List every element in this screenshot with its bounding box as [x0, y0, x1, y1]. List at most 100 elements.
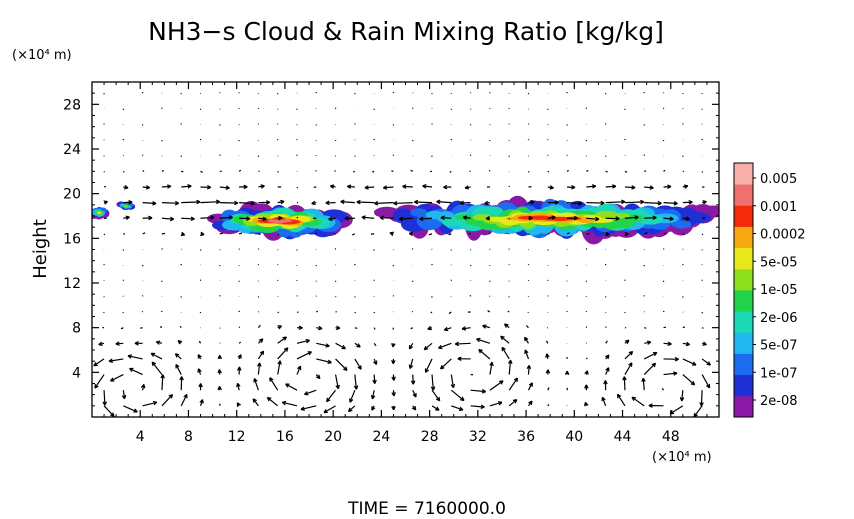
wind-vector [663, 169, 666, 172]
wind-vector [500, 335, 510, 344]
wind-vector [605, 367, 610, 375]
wind-vector [701, 233, 704, 236]
wind-vector [252, 398, 259, 407]
wind-vector [440, 215, 452, 221]
wind-vector [524, 349, 530, 360]
cloud-patch [99, 211, 102, 214]
wind-vector [437, 342, 452, 350]
wind-vector [586, 184, 597, 189]
wind-vector [644, 185, 654, 190]
wind-vector [361, 215, 375, 220]
wind-vector [624, 362, 633, 375]
wind-vector [238, 326, 241, 329]
wind-vector [644, 327, 647, 329]
wind-vector [354, 342, 361, 348]
wind-vector [398, 216, 413, 222]
wind-vector [547, 170, 550, 173]
wind-vector [239, 201, 255, 206]
wind-vector [488, 169, 491, 172]
wind-vector [161, 393, 174, 407]
wind-vector [489, 380, 504, 391]
wind-vector [335, 358, 348, 372]
wind-vector [586, 216, 600, 222]
wind-vector [525, 325, 529, 329]
wind-vector [315, 374, 321, 380]
colorbar-swatch [734, 395, 753, 418]
wind-vector [93, 358, 105, 367]
wind-vector [159, 325, 163, 329]
colorbar-label: 5e-05 [760, 255, 798, 270]
wind-vector [643, 352, 658, 360]
wind-vector [237, 366, 242, 375]
colorbar-label: 2e-06 [760, 311, 798, 326]
colorbar-label: 0.001 [760, 200, 797, 215]
wind-vector [296, 186, 299, 189]
wind-vector [200, 199, 221, 205]
x-tick-label: 16 [276, 429, 294, 445]
wind-vector [277, 347, 289, 360]
wind-vector [197, 368, 202, 375]
wind-vector [663, 216, 674, 222]
wind-vector [142, 185, 151, 190]
wind-vector [311, 200, 317, 206]
wind-vector [443, 326, 452, 332]
wind-vector [304, 389, 317, 396]
wind-vector [140, 327, 143, 329]
wind-vector [328, 216, 336, 222]
colorbar-swatch [734, 290, 753, 312]
wind-vector [239, 184, 248, 190]
wind-vector [682, 341, 691, 347]
wind-vector [354, 311, 356, 314]
wind-vector [379, 215, 394, 221]
wind-vector [470, 404, 485, 410]
wind-vector [436, 199, 452, 205]
wind-vector [180, 231, 186, 237]
wind-vector [449, 170, 452, 173]
wind-vector [624, 170, 628, 173]
wind-vector [200, 185, 212, 190]
wind-vector [103, 185, 107, 188]
wind-vector [443, 184, 452, 190]
wind-vector [258, 233, 261, 236]
wind-vector [624, 231, 629, 237]
wind-vector [181, 184, 192, 189]
wind-vector [198, 340, 202, 344]
wind-vector [389, 231, 394, 236]
wind-vector [364, 185, 375, 190]
wind-vector [663, 341, 672, 347]
wind-vector [648, 403, 664, 408]
wind-vector [682, 199, 693, 205]
wind-vector [507, 310, 510, 313]
wind-vector [285, 383, 298, 391]
wind-vector [354, 358, 362, 370]
wind-vector [296, 365, 302, 375]
x-tick-label: 44 [614, 429, 632, 445]
wind-vector [616, 393, 626, 407]
wind-vector [428, 233, 433, 236]
wind-vector [217, 386, 223, 391]
wind-vector [108, 358, 124, 363]
wind-vector [198, 383, 203, 391]
cloud-patch [637, 214, 663, 225]
wind-vector [526, 364, 532, 375]
wind-vector [258, 184, 265, 189]
wind-vector [605, 199, 626, 205]
wind-vector [334, 374, 340, 390]
wind-vector [373, 327, 376, 330]
wind-vector [644, 200, 662, 206]
wind-vector [335, 342, 346, 350]
wind-vector [624, 339, 630, 345]
wind-vector [701, 358, 711, 366]
wind-vector-field [93, 92, 711, 417]
x-tick-label: 20 [324, 429, 342, 445]
wind-vector [682, 216, 690, 221]
wind-vector [236, 402, 241, 407]
wind-vector [257, 338, 264, 344]
wind-vector [701, 341, 707, 346]
wind-vector [524, 336, 529, 344]
wind-vector [281, 400, 298, 407]
y-tick-label: 12 [63, 276, 81, 292]
x-tick-label: 48 [662, 429, 680, 445]
wind-vector [547, 185, 554, 190]
wind-vector [391, 343, 396, 348]
